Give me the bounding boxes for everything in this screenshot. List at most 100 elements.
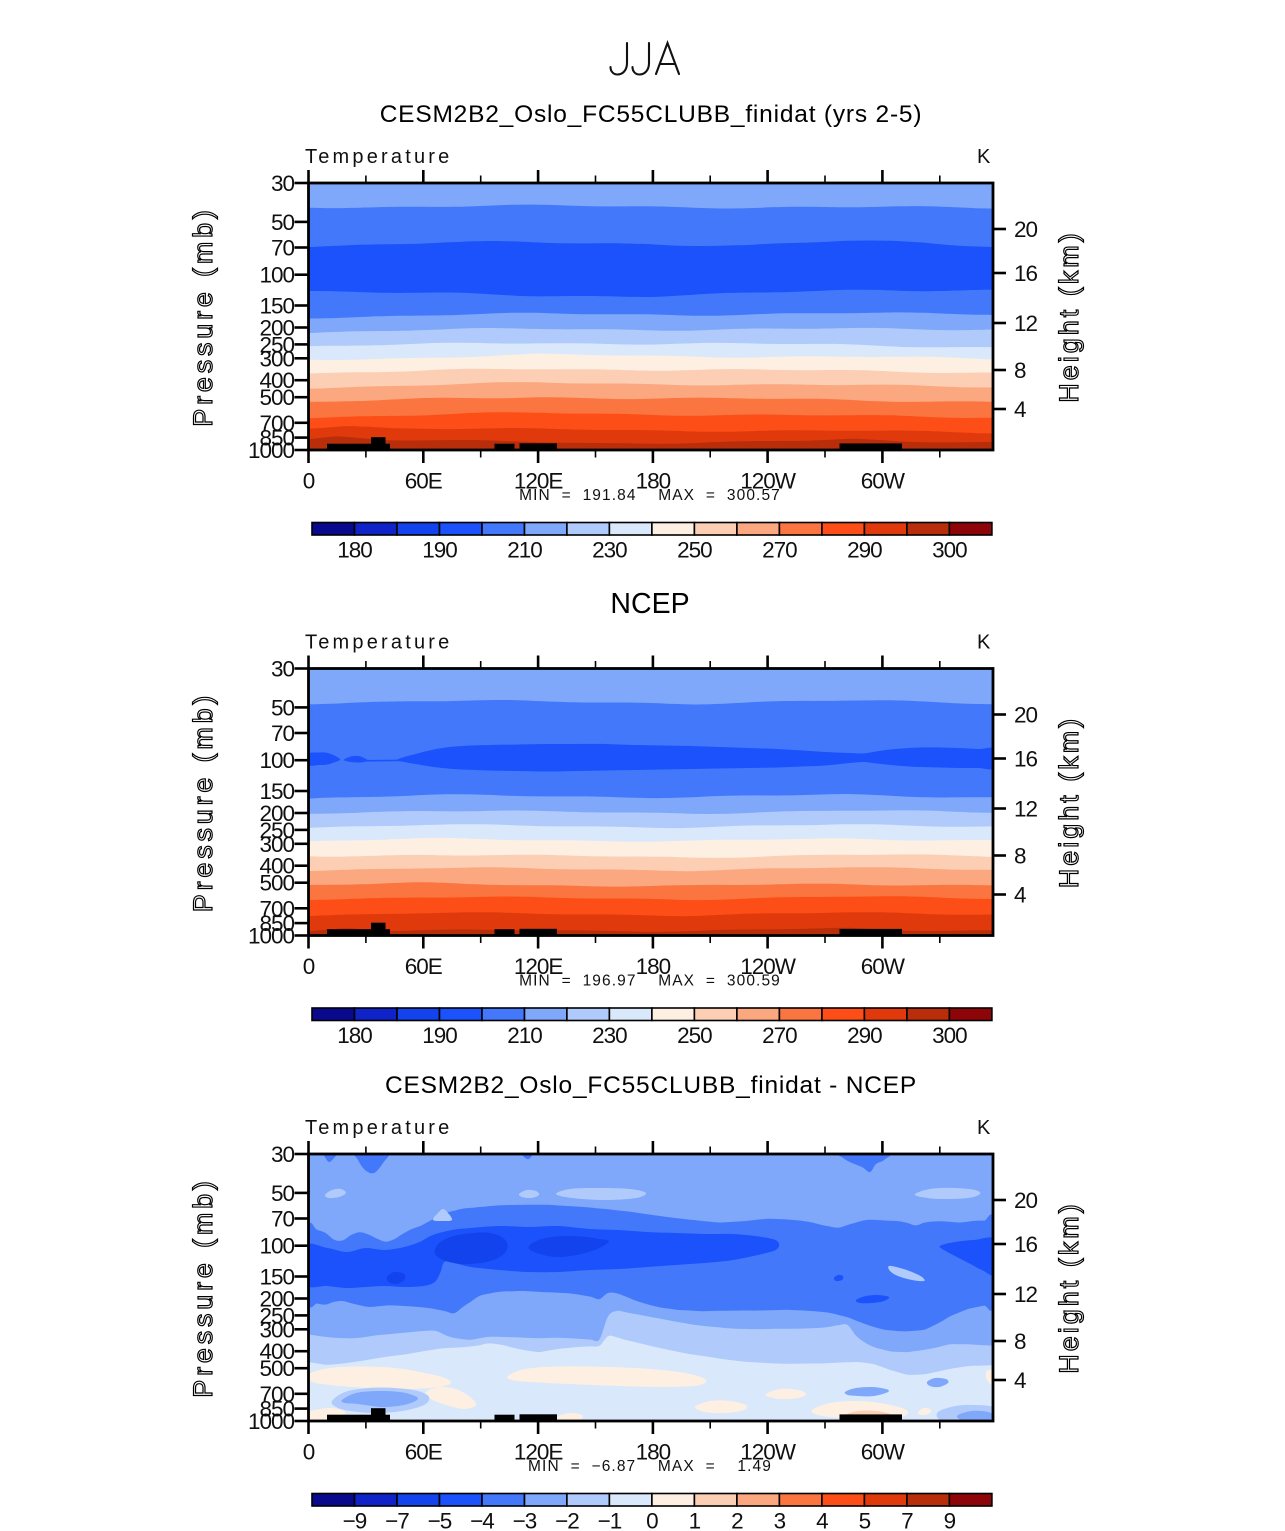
- svg-text:4: 4: [1014, 883, 1026, 908]
- svg-text:50: 50: [271, 695, 295, 720]
- svg-text:150: 150: [259, 294, 294, 319]
- svg-text:300: 300: [259, 1317, 294, 1342]
- svg-text:−3: −3: [513, 1509, 537, 1531]
- svg-text:850: 850: [259, 911, 294, 936]
- svg-text:Pressure (mb): Pressure (mb): [188, 692, 218, 912]
- svg-text:200: 200: [259, 316, 294, 341]
- svg-text:210: 210: [507, 538, 542, 563]
- svg-text:60E: 60E: [405, 469, 443, 494]
- svg-text:30: 30: [271, 657, 295, 682]
- svg-text:60W: 60W: [861, 954, 906, 979]
- svg-text:8: 8: [1014, 358, 1026, 383]
- svg-text:230: 230: [592, 538, 627, 563]
- svg-text:5: 5: [859, 1509, 871, 1531]
- svg-text:−1: −1: [598, 1509, 622, 1531]
- svg-text:290: 290: [847, 1023, 882, 1048]
- svg-text:300: 300: [259, 346, 294, 371]
- svg-text:210: 210: [507, 1023, 542, 1048]
- svg-text:100: 100: [259, 263, 294, 288]
- svg-text:500: 500: [259, 385, 294, 410]
- svg-text:K: K: [977, 146, 991, 168]
- svg-text:120E: 120E: [514, 954, 564, 979]
- svg-text:Height (km): Height (km): [1054, 1201, 1084, 1374]
- svg-text:MIN = 196.97 MAX = 300.: MIN = 196.97 MAX = 300.59: [519, 973, 781, 990]
- svg-text:70: 70: [271, 236, 295, 261]
- svg-text:180: 180: [636, 469, 671, 494]
- svg-text:60W: 60W: [861, 469, 906, 494]
- svg-text:150: 150: [259, 1265, 294, 1290]
- svg-text:20: 20: [1014, 1188, 1038, 1213]
- svg-text:30: 30: [271, 1142, 295, 1167]
- svg-text:Height (km): Height (km): [1054, 716, 1084, 889]
- svg-text:1000: 1000: [248, 438, 295, 463]
- svg-text:250: 250: [259, 332, 294, 357]
- svg-text:Temperature: Temperature: [305, 1117, 452, 1139]
- svg-text:400: 400: [259, 1339, 294, 1364]
- svg-text:850: 850: [259, 1397, 294, 1422]
- svg-text:2: 2: [731, 1509, 743, 1531]
- svg-text:300: 300: [259, 832, 294, 857]
- svg-text:4: 4: [816, 1509, 828, 1531]
- svg-text:290: 290: [847, 538, 882, 563]
- svg-text:0: 0: [303, 469, 315, 494]
- svg-text:0: 0: [303, 1440, 315, 1465]
- svg-text:12: 12: [1014, 797, 1038, 822]
- svg-text:500: 500: [259, 871, 294, 896]
- svg-text:16: 16: [1014, 747, 1038, 772]
- svg-text:250: 250: [677, 1023, 712, 1048]
- svg-text:230: 230: [592, 1023, 627, 1048]
- svg-text:270: 270: [762, 538, 797, 563]
- svg-text:850: 850: [259, 426, 294, 451]
- svg-text:CESM2B2_Oslo_FC55CLUBB_finidat: CESM2B2_Oslo_FC55CLUBB_finidat (yrs 2-5): [380, 101, 923, 128]
- svg-text:120W: 120W: [740, 1440, 797, 1465]
- svg-text:400: 400: [259, 368, 294, 393]
- svg-text:8: 8: [1014, 844, 1026, 869]
- svg-text:60W: 60W: [861, 1440, 906, 1465]
- svg-text:3: 3: [774, 1509, 786, 1531]
- svg-text:1000: 1000: [248, 924, 295, 949]
- svg-text:1: 1: [689, 1509, 701, 1531]
- svg-text:180: 180: [337, 538, 372, 563]
- svg-text:30: 30: [271, 171, 295, 196]
- svg-text:180: 180: [636, 954, 671, 979]
- svg-text:60E: 60E: [405, 954, 443, 979]
- svg-text:200: 200: [259, 801, 294, 826]
- svg-text:100: 100: [259, 1234, 294, 1259]
- svg-text:9: 9: [944, 1509, 956, 1531]
- svg-text:700: 700: [259, 1382, 294, 1407]
- svg-text:4: 4: [1014, 397, 1026, 422]
- svg-text:12: 12: [1014, 1282, 1038, 1307]
- svg-text:190: 190: [422, 538, 457, 563]
- svg-text:−2: −2: [555, 1509, 579, 1531]
- svg-text:60E: 60E: [405, 1440, 443, 1465]
- svg-text:50: 50: [271, 1181, 295, 1206]
- svg-text:20: 20: [1014, 703, 1038, 728]
- svg-text:250: 250: [259, 1303, 294, 1328]
- svg-text:70: 70: [271, 1207, 295, 1232]
- svg-text:−9: −9: [343, 1509, 367, 1531]
- svg-text:20: 20: [1014, 217, 1038, 242]
- svg-text:700: 700: [259, 896, 294, 921]
- svg-text:Pressure (mb): Pressure (mb): [188, 206, 218, 426]
- svg-text:120W: 120W: [740, 954, 797, 979]
- svg-text:190: 190: [422, 1023, 457, 1048]
- svg-text:16: 16: [1014, 261, 1038, 286]
- svg-text:−4: −4: [470, 1509, 494, 1531]
- svg-text:270: 270: [762, 1023, 797, 1048]
- svg-text:K: K: [977, 632, 991, 654]
- svg-text:MIN = 191.84 MAX = 300.: MIN = 191.84 MAX = 300.57: [519, 487, 781, 504]
- svg-text:500: 500: [259, 1356, 294, 1381]
- svg-text:K: K: [977, 1117, 991, 1139]
- svg-text:8: 8: [1014, 1329, 1026, 1354]
- svg-text:120E: 120E: [514, 469, 564, 494]
- svg-text:250: 250: [677, 538, 712, 563]
- svg-text:Pressure (mb): Pressure (mb): [188, 1177, 218, 1397]
- svg-text:70: 70: [271, 721, 295, 746]
- svg-text:50: 50: [271, 210, 295, 235]
- svg-text:200: 200: [259, 1287, 294, 1312]
- svg-text:−5: −5: [428, 1509, 452, 1531]
- svg-text:Temperature: Temperature: [305, 146, 452, 168]
- svg-text:Height (km): Height (km): [1054, 230, 1084, 403]
- svg-text:300: 300: [932, 1023, 967, 1048]
- svg-text:180: 180: [337, 1023, 372, 1048]
